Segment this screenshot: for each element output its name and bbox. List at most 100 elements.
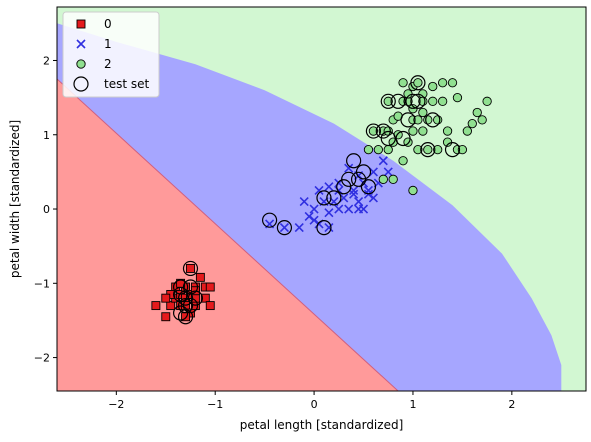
data-point-class-2 bbox=[437, 78, 448, 88]
data-point-class-1 bbox=[344, 204, 354, 214]
data-point-class-1 bbox=[314, 185, 324, 196]
data-point-class-1 bbox=[309, 215, 319, 225]
data-point-class-2 bbox=[442, 126, 453, 136]
data-point-class-1 bbox=[294, 223, 304, 233]
x-axis-label: petal length [standardized] bbox=[240, 418, 404, 432]
data-point-class-2 bbox=[467, 118, 477, 129]
boundary-0-1 bbox=[57, 78, 399, 391]
test-set-point bbox=[380, 93, 396, 109]
data-point-class-0 bbox=[161, 293, 171, 303]
test-set-point bbox=[261, 212, 278, 228]
data-point-class-2 bbox=[418, 126, 428, 136]
legend-box bbox=[62, 11, 160, 98]
data-point-class-2 bbox=[428, 96, 438, 106]
x-tick-label: 2 bbox=[508, 398, 515, 411]
x-tick-label: −1 bbox=[207, 398, 223, 411]
data-points bbox=[151, 75, 492, 325]
data-point-class-1 bbox=[378, 156, 388, 166]
test-set-point bbox=[365, 123, 382, 139]
data-point-class-2 bbox=[413, 115, 423, 125]
test-set-point bbox=[326, 190, 342, 206]
test-set-point bbox=[410, 93, 426, 109]
test-set-point bbox=[172, 305, 189, 321]
data-point-class-2 bbox=[472, 107, 482, 118]
x-axis: −2 −1 0 1 2 bbox=[108, 391, 515, 411]
data-point-class-2 bbox=[368, 126, 379, 136]
data-point-class-2 bbox=[452, 92, 463, 103]
legend-label: 0 bbox=[104, 17, 112, 31]
test-set-point bbox=[360, 179, 377, 195]
test-set-point bbox=[346, 153, 362, 169]
data-point-class-0 bbox=[200, 293, 210, 303]
test-set-point bbox=[350, 171, 367, 187]
legend-marker-2 bbox=[76, 59, 86, 69]
test-set-point bbox=[316, 190, 332, 206]
test-set-point bbox=[182, 297, 199, 314]
y-tick-label: 1 bbox=[43, 129, 50, 142]
test-set-point bbox=[395, 130, 411, 147]
y-tick-label: 0 bbox=[43, 203, 50, 216]
data-point-class-2 bbox=[363, 144, 374, 155]
data-point-class-1 bbox=[299, 197, 309, 207]
plot-frame bbox=[56, 6, 587, 392]
data-point-class-2 bbox=[447, 78, 458, 88]
data-point-class-2 bbox=[413, 78, 423, 88]
legend-label: 2 bbox=[104, 57, 112, 71]
x-tick-label: 0 bbox=[311, 398, 318, 411]
test-set-point bbox=[177, 297, 194, 314]
test-set-point bbox=[420, 142, 436, 158]
data-point-class-2 bbox=[398, 156, 408, 166]
test-set-point bbox=[425, 112, 441, 128]
legend-label: test set bbox=[104, 77, 149, 91]
test-set-point bbox=[375, 123, 391, 139]
data-point-class-1 bbox=[279, 223, 289, 233]
data-point-class-1 bbox=[324, 182, 334, 192]
test-set-point bbox=[182, 279, 199, 295]
data-point-class-0 bbox=[205, 282, 215, 292]
data-point-class-1 bbox=[344, 163, 354, 173]
data-point-class-2 bbox=[437, 96, 448, 106]
data-point-class-0 bbox=[195, 272, 205, 282]
test-set-point bbox=[341, 171, 357, 187]
test-set-point bbox=[336, 179, 352, 195]
data-point-class-2 bbox=[408, 185, 418, 196]
test-set-point bbox=[355, 164, 372, 180]
data-point-class-2 bbox=[482, 96, 492, 106]
data-point-class-2 bbox=[388, 174, 398, 184]
data-point-class-2 bbox=[413, 144, 423, 155]
y-tick-label: −1 bbox=[34, 277, 50, 290]
data-point-class-0 bbox=[186, 263, 195, 273]
data-point-class-2 bbox=[373, 144, 384, 155]
data-point-class-0 bbox=[161, 312, 171, 322]
data-point-class-1 bbox=[339, 193, 349, 203]
data-point-class-1 bbox=[358, 204, 369, 214]
test-set-point bbox=[405, 93, 421, 109]
y-tick-label: −2 bbox=[34, 352, 50, 365]
data-point-class-2 bbox=[383, 96, 393, 106]
data-point-class-2 bbox=[423, 144, 433, 155]
data-point-class-2 bbox=[428, 81, 438, 92]
test-set-point bbox=[276, 219, 293, 236]
x-tick-label: −2 bbox=[108, 398, 124, 411]
test-set-point bbox=[182, 260, 199, 277]
test-set-point bbox=[316, 219, 332, 236]
data-point-class-2 bbox=[383, 144, 393, 155]
data-point-class-2 bbox=[398, 78, 408, 88]
legend-marker-test-set bbox=[73, 76, 89, 92]
data-point-class-0 bbox=[151, 301, 161, 311]
data-point-class-1 bbox=[324, 223, 334, 233]
data-point-class-2 bbox=[462, 126, 472, 136]
test-set-point bbox=[380, 130, 396, 147]
data-point-class-2 bbox=[477, 115, 487, 125]
test-set-point bbox=[410, 75, 426, 91]
test-set-point bbox=[390, 93, 406, 109]
data-point-class-2 bbox=[418, 107, 428, 118]
data-point-class-2 bbox=[423, 115, 433, 125]
data-point-class-1 bbox=[368, 193, 378, 203]
data-point-class-2 bbox=[457, 144, 468, 155]
x-tick-label: 1 bbox=[409, 398, 416, 411]
data-point-class-0 bbox=[166, 301, 176, 311]
data-point-class-2 bbox=[433, 144, 443, 155]
test-set-point bbox=[400, 112, 416, 128]
y-tick-label: 2 bbox=[43, 54, 50, 67]
